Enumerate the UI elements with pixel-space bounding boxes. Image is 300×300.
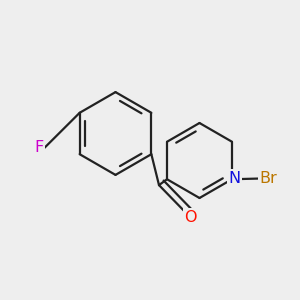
Text: O: O (184, 210, 197, 225)
Text: N: N (229, 171, 241, 186)
Text: F: F (34, 140, 43, 155)
Text: Br: Br (260, 171, 278, 186)
